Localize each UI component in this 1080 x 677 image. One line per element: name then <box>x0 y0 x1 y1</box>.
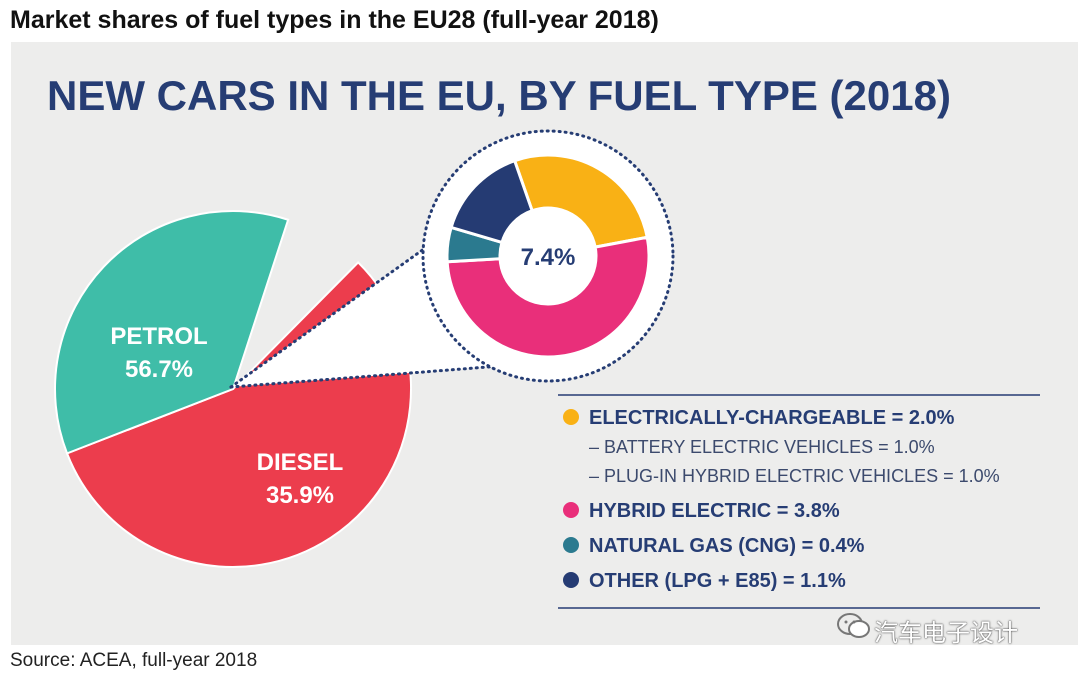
donut-slice-hybrid-electric <box>445 235 651 359</box>
detail-donut: 7.4% <box>421 129 675 383</box>
page-header-title: Market shares of fuel types in the EU28 … <box>10 6 659 34</box>
pie-value-diesel: 35.9% <box>266 482 334 509</box>
donut-slice-electrically-chargeable <box>512 153 650 249</box>
legend-item-natural-gas-cng: NATURAL GAS (CNG) = 0.4% <box>589 535 865 557</box>
donut-slice-other-lpg-e85 <box>449 158 535 245</box>
legend-item-hybrid-electric: HYBRID ELECTRIC = 3.8% <box>589 500 840 522</box>
zoom-callout <box>229 224 528 389</box>
fuel-type-chart: NEW CARS IN THE EU, BY FUEL TYPE (2018) … <box>47 72 1040 609</box>
donut-center-total: 7.4% <box>521 244 576 271</box>
pie-label-diesel: DIESEL <box>257 449 344 476</box>
legend-swatch-other-lpg-e85 <box>563 572 579 588</box>
donut-dotted-border <box>421 129 675 383</box>
wechat-icon <box>837 613 870 638</box>
pie-value-petrol: 56.7% <box>125 356 193 383</box>
chart-title: NEW CARS IN THE EU, BY FUEL TYPE (2018) <box>47 72 951 119</box>
legend-item-other-lpg-e85: OTHER (LPG + E85) = 1.1% <box>589 570 846 592</box>
callout-line-bottom <box>229 362 528 389</box>
legend-subitem: – BATTERY ELECTRIC VEHICLES = 1.0% <box>589 437 935 457</box>
source-note: Source: ACEA, full-year 2018 <box>10 650 258 671</box>
legend: ELECTRICALLY-CHARGEABLE = 2.0% – BATTERY … <box>558 394 1040 609</box>
legend-swatch-natural-gas-cng <box>563 537 579 553</box>
infographic-panel: NEW CARS IN THE EU, BY FUEL TYPE (2018) … <box>11 42 1078 645</box>
legend-subitem: – PLUG-IN HYBRID ELECTRIC VEHICLES = 1.0… <box>589 466 1000 486</box>
legend-item-electrically-chargeable: ELECTRICALLY-CHARGEABLE = 2.0% <box>589 407 955 429</box>
watermark-text: 汽车电子设计 <box>874 620 1018 647</box>
callout-wedge <box>231 226 526 387</box>
legend-swatch-electrically-chargeable <box>563 409 579 425</box>
callout-line-top <box>229 224 458 389</box>
legend-swatch-hybrid-electric <box>563 502 579 518</box>
pie-slice-diesel <box>54 210 290 455</box>
pie-label-petrol: PETROL <box>110 323 207 350</box>
main-pie: PETROL 56.7% DIESEL 35.9% <box>54 210 412 568</box>
